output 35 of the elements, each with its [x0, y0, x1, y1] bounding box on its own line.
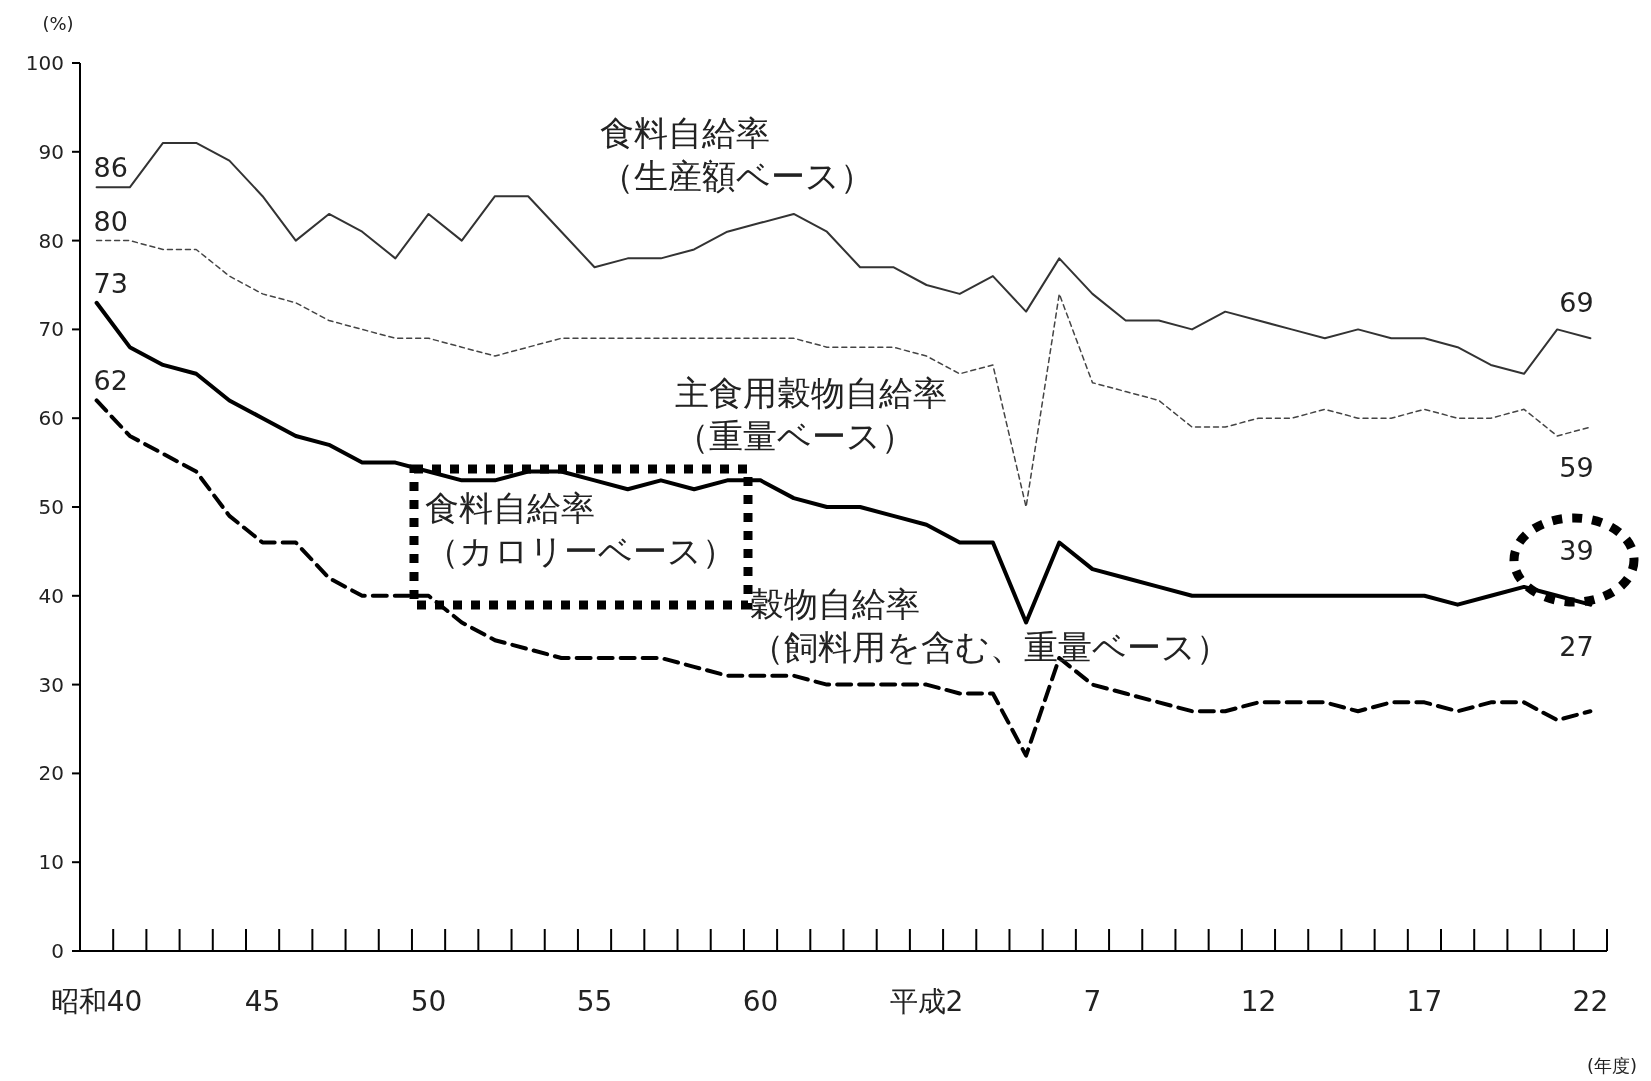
y-tick-label: 70 [38, 317, 64, 342]
y-tick-label: 50 [38, 495, 64, 519]
data-label: 39 [1559, 534, 1594, 566]
y-tick-label: 30 [38, 672, 64, 697]
y-tick-label: 80 [38, 228, 64, 253]
x-tick-label: 60 [742, 985, 779, 1018]
y-tick-label: 40 [38, 583, 64, 608]
x-tick-label: 22 [1572, 985, 1609, 1018]
series-label: 主食用穀物自給率（重量ベース） [675, 373, 947, 456]
x-tick-label: 12 [1240, 985, 1277, 1018]
x-tick-label: 7 [1083, 985, 1102, 1018]
x-tick-label: 50 [410, 985, 447, 1018]
data-label: 73 [93, 267, 128, 299]
x-tick-label: 昭和40 [50, 985, 143, 1018]
data-label: 27 [1559, 631, 1594, 663]
x-tick-label: 55 [576, 985, 613, 1018]
x-tick-label: 17 [1406, 985, 1443, 1018]
data-label: 62 [93, 365, 128, 397]
y-tick-label: 90 [38, 139, 64, 164]
data-label: 86 [93, 152, 128, 184]
data-label: 80 [93, 205, 128, 237]
data-label: 69 [1559, 287, 1594, 319]
series-label: 食料自給率（カロリーベース） [425, 488, 736, 571]
data-label: 59 [1559, 452, 1594, 484]
x-tick-label: 平成2 [889, 985, 964, 1018]
series-label: 食料自給率（生産額ベース） [600, 113, 874, 196]
series-label: 穀物自給率（飼料用を含む、重量ベース） [750, 584, 1230, 667]
x-axis-title: (年度) [1586, 1055, 1638, 1076]
y-axis-title: (%) [42, 13, 74, 34]
y-tick-label: 0 [51, 939, 64, 963]
y-tick-label: 20 [38, 761, 64, 786]
x-tick-label: 45 [244, 985, 281, 1018]
y-tick-label: 100 [25, 51, 64, 75]
y-tick-label: 10 [38, 850, 64, 875]
y-tick-label: 60 [38, 406, 64, 431]
